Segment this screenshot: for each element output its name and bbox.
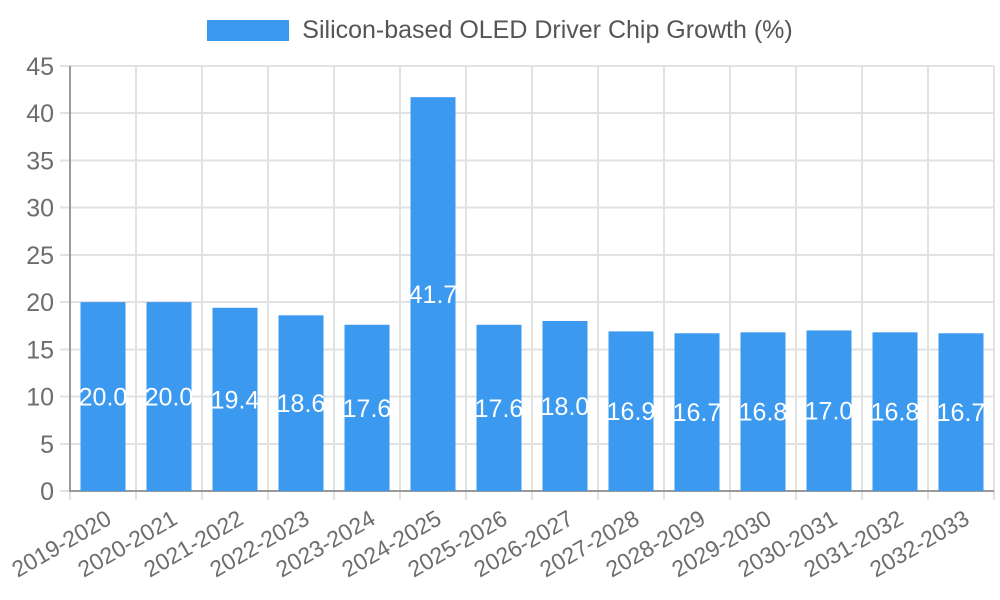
bar[interactable] bbox=[278, 315, 324, 491]
bar[interactable] bbox=[938, 333, 984, 491]
bar[interactable] bbox=[872, 332, 918, 491]
legend-swatch-icon bbox=[207, 20, 290, 41]
bar-value-label: 16.7 bbox=[673, 399, 722, 427]
bar[interactable] bbox=[146, 302, 192, 491]
bar-value-label: 17.6 bbox=[343, 395, 392, 423]
bar-value-label: 16.8 bbox=[739, 399, 788, 427]
bar[interactable] bbox=[542, 321, 588, 491]
bar[interactable] bbox=[608, 331, 654, 491]
y-tick-label: 20 bbox=[26, 289, 54, 317]
bar-value-label: 18.6 bbox=[277, 390, 326, 418]
bar-value-label: 20.0 bbox=[79, 384, 128, 412]
y-tick-label: 45 bbox=[26, 53, 54, 81]
bar[interactable] bbox=[80, 302, 126, 491]
y-tick-label: 25 bbox=[26, 242, 54, 270]
legend-label: Silicon-based OLED Driver Chip Growth (%… bbox=[302, 16, 793, 44]
bar[interactable] bbox=[344, 324, 390, 491]
bar-value-label: 16.9 bbox=[607, 398, 656, 426]
bar[interactable] bbox=[740, 332, 786, 491]
y-tick-label: 35 bbox=[26, 147, 54, 175]
bar[interactable] bbox=[212, 307, 258, 491]
y-tick-label: 30 bbox=[26, 195, 54, 223]
bar[interactable] bbox=[476, 324, 522, 491]
bar-value-label: 17.6 bbox=[475, 395, 524, 423]
bar-value-label: 20.0 bbox=[145, 384, 194, 412]
y-tick-label: 0 bbox=[40, 478, 54, 506]
bar-value-label: 41.7 bbox=[409, 281, 458, 309]
bar-value-label: 16.8 bbox=[871, 399, 920, 427]
y-tick-label: 40 bbox=[26, 100, 54, 128]
bar-value-label: 18.0 bbox=[541, 393, 590, 421]
bar-value-label: 16.7 bbox=[937, 399, 986, 427]
bar[interactable] bbox=[410, 97, 456, 492]
y-tick-label: 10 bbox=[26, 384, 54, 412]
y-tick-label: 5 bbox=[40, 431, 54, 459]
y-tick-label: 15 bbox=[26, 336, 54, 364]
legend[interactable]: Silicon-based OLED Driver Chip Growth (%… bbox=[0, 16, 1000, 45]
bar[interactable] bbox=[674, 333, 720, 491]
bar[interactable] bbox=[806, 330, 852, 491]
bar-value-label: 17.0 bbox=[805, 398, 854, 426]
bar-value-label: 19.4 bbox=[211, 386, 260, 414]
